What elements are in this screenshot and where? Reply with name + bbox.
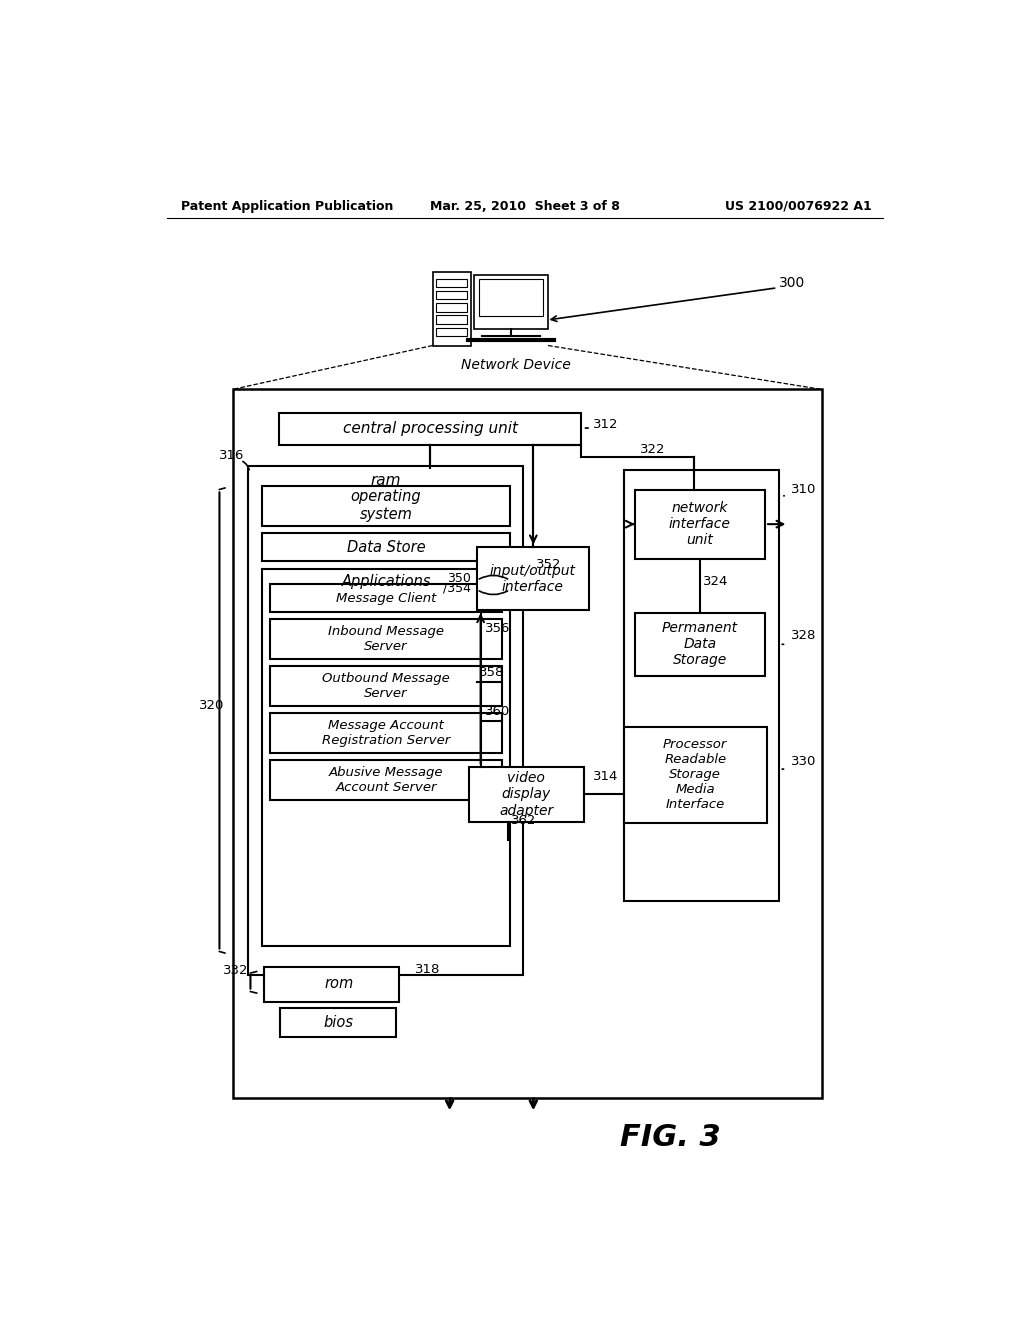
Bar [635,490,765,558]
Text: 352: 352 [537,558,562,572]
Text: Permanent
Data
Storage: Permanent Data Storage [662,622,738,668]
Text: /354: /354 [443,582,471,594]
Text: 318: 318 [415,962,440,975]
Text: Patent Application Publication: Patent Application Publication [180,199,393,213]
Text: 350: 350 [447,572,471,585]
Text: 320: 320 [199,698,224,711]
Bar [432,272,471,346]
Bar [635,612,765,676]
Text: 360: 360 [484,705,510,718]
Text: Mar. 25, 2010  Sheet 3 of 8: Mar. 25, 2010 Sheet 3 of 8 [430,199,620,213]
Text: Network Device: Network Device [461,358,570,372]
Bar [248,466,523,974]
Text: 322: 322 [640,444,665,455]
Bar [270,619,503,659]
Bar [263,968,399,1002]
Text: input/output
interface: input/output interface [489,564,575,594]
Bar [436,327,467,337]
Text: operating
system: operating system [351,490,422,521]
Bar [479,280,544,317]
Bar [280,413,582,445]
Bar [262,486,510,525]
Text: 300: 300 [779,276,805,290]
Text: 358: 358 [479,667,505,680]
Bar [270,760,503,800]
Text: 330: 330 [791,755,816,768]
Text: bios: bios [323,1015,353,1030]
Bar [624,726,767,822]
Text: 362: 362 [511,814,537,828]
Text: 310: 310 [791,483,816,496]
Text: 356: 356 [484,622,510,635]
Text: 328: 328 [791,630,816,643]
Bar [270,665,503,706]
Text: Data Store: Data Store [347,540,425,554]
Bar [232,389,821,1098]
Text: Message Account
Registration Server: Message Account Registration Server [322,719,451,747]
Text: Applications: Applications [341,574,431,589]
Text: rom: rom [325,977,353,991]
Bar [436,279,467,286]
Bar [436,290,467,300]
Bar [262,533,510,561]
Text: 314: 314 [593,770,618,783]
Text: Outbound Message
Server: Outbound Message Server [323,672,450,700]
Text: 324: 324 [703,576,728,589]
Text: 316: 316 [219,449,245,462]
Bar [477,548,589,610]
Bar [270,713,503,752]
Text: Inbound Message
Server: Inbound Message Server [328,624,444,653]
Bar [280,1007,396,1038]
Text: ram: ram [370,473,400,488]
Bar [436,304,467,312]
Bar [624,470,779,902]
Text: FIG. 3: FIG. 3 [621,1123,721,1152]
Text: video
display
adapter: video display adapter [500,771,554,817]
Text: 312: 312 [593,417,618,430]
Bar [262,569,510,946]
Text: 332: 332 [222,964,248,977]
Text: network
interface
unit: network interface unit [669,502,731,548]
Text: Message Client: Message Client [336,591,436,605]
Text: Processor
Readable
Storage
Media
Interface: Processor Readable Storage Media Interfa… [664,738,727,810]
Bar [436,315,467,323]
Text: US 2100/0076922 A1: US 2100/0076922 A1 [725,199,872,213]
Bar [270,585,503,612]
Bar [469,767,584,822]
Text: central processing unit: central processing unit [343,421,518,436]
Bar [474,276,548,330]
Text: Abusive Message
Account Server: Abusive Message Account Server [329,766,443,793]
